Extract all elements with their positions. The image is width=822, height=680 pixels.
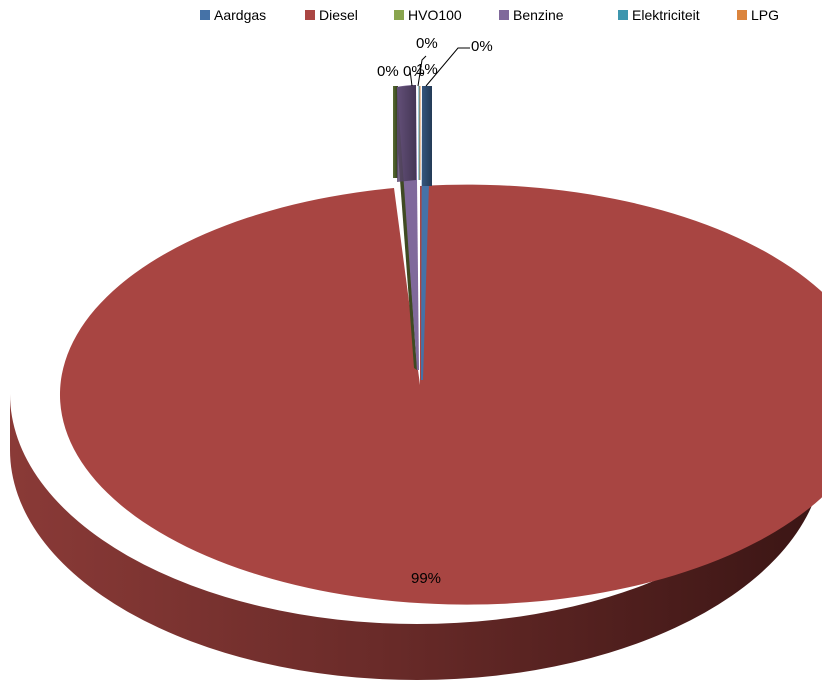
data-label-lpg: 0% [471,38,493,55]
pie-slice-benzine [397,85,419,370]
data-label-elektriciteit: 0% [403,63,425,80]
data-label-benzine: 1% [416,61,438,78]
legend-item-benzine: Benzine [499,7,564,23]
data-label-aardgas: 0% [416,35,438,52]
legend-label: Aardgas [214,7,266,23]
pie-slice-aardgas-side [422,86,432,186]
pie-slice-hvo100-side [393,86,398,178]
data-labels: 0%99%0% 1%0%0% [377,35,493,587]
data-label-hvo100: 0% [377,63,399,80]
leader-line-elektriciteit [417,55,427,87]
legend-swatch [737,10,747,20]
leader-lines [409,47,470,87]
legend-label: LPG [751,7,779,23]
legend-item-aardgas: Aardgas [200,7,266,23]
legend-swatch [200,10,210,20]
legend-item-lpg: LPG [737,7,779,23]
pie-slice-aardgas [421,86,432,380]
pie-slice-diesel-side [10,394,822,680]
legend-item-diesel: Diesel [305,7,358,23]
legend-label: Benzine [513,7,564,23]
pie-slice-benzine-side [397,85,416,182]
legend-label: HVO100 [408,7,462,23]
legend-label: Elektriciteit [632,7,700,23]
legend-item-elektriciteit: Elektriciteit [618,7,700,23]
legend-swatch [305,10,315,20]
leader-line-benzine [409,69,413,87]
pie-slice-diesel [10,184,822,680]
legend-swatch [618,10,628,20]
data-label-diesel: 99% [411,570,441,587]
pie-slice-diesel-top [60,184,822,605]
leader-line-lpg [425,47,470,87]
legend-label: Diesel [319,7,358,23]
chart-legend: Aardgas Diesel HVO100 Benzine Elektriciteit L… [200,7,779,23]
legend-swatch [394,10,404,20]
legend-item-hvo100: HVO100 [394,7,462,23]
legend-swatch [499,10,509,20]
